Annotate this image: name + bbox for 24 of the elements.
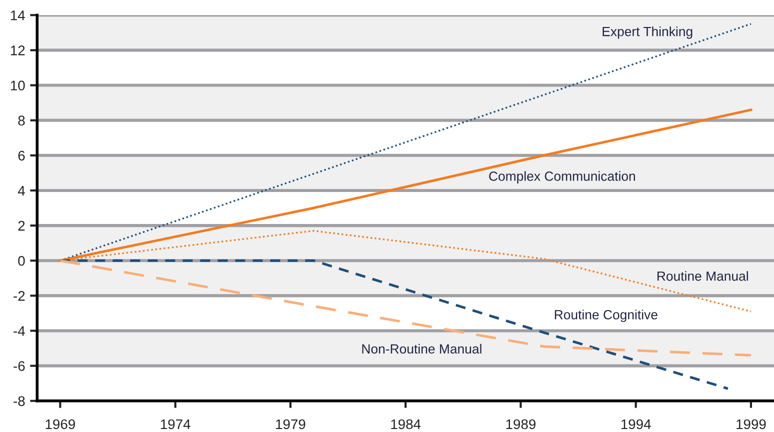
series-label: Expert Thinking — [602, 26, 692, 39]
y-tick-label: -8 — [14, 396, 25, 406]
y-tick-label: 0 — [18, 256, 25, 266]
series-label: Complex Communication — [489, 171, 635, 184]
y-tick-label: 14 — [10, 10, 25, 20]
x-tick-label: 1989 — [506, 419, 536, 430]
x-tick-label: 1979 — [276, 419, 306, 430]
series-label: Routine Manual — [657, 271, 748, 281]
x-tick-label: 1974 — [160, 419, 190, 430]
y-tick-label: 8 — [18, 116, 25, 126]
series-label: Routine Cognitive — [554, 310, 658, 322]
x-tick-label: 1999 — [736, 419, 766, 430]
y-tick-label: -2 — [14, 291, 25, 301]
y-tick-label: 2 — [18, 220, 25, 231]
y-tick-label: -4 — [14, 326, 25, 336]
x-tick-label: 1969 — [46, 419, 75, 430]
y-tick-label: 10 — [10, 80, 25, 90]
y-tick-label: -6 — [14, 361, 25, 371]
y-tick-label: 12 — [10, 46, 25, 56]
x-tick-label: 1994 — [621, 419, 651, 430]
y-tick-label: 6 — [18, 150, 25, 161]
x-tick-label: 1984 — [391, 419, 421, 430]
y-tick-label: 4 — [18, 186, 25, 196]
series-label: Non-Routine Manual — [362, 344, 482, 354]
